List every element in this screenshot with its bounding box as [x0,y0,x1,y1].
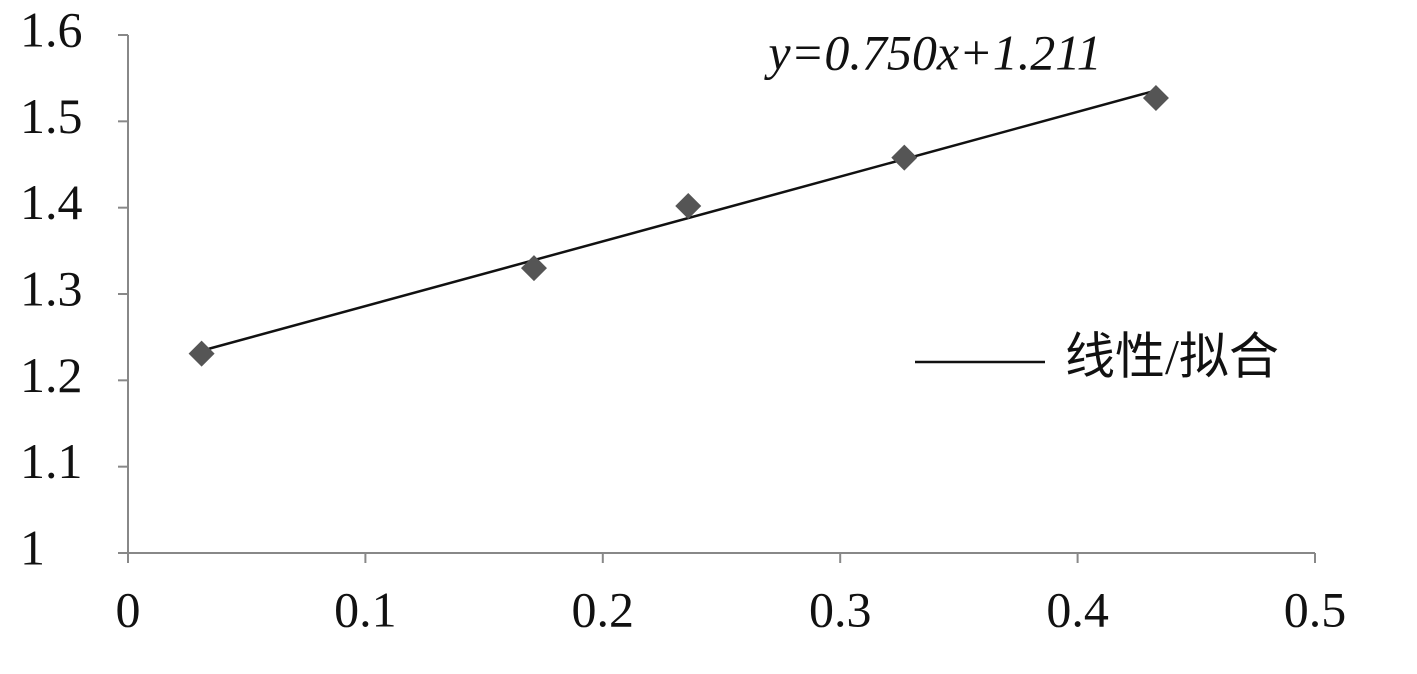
legend-label: 线性/拟合 [1065,328,1279,384]
x-tick-label: 0.4 [1046,581,1109,637]
trendline-equation: y=0.750x+1.211 [763,24,1101,80]
data-point [188,340,215,367]
y-tick-label: 1.1 [20,433,83,489]
trendline [201,89,1157,352]
y-tick-label: 1 [20,519,45,575]
x-tick-label: 0.1 [334,581,397,637]
y-tick-label: 1.4 [20,174,83,230]
y-tick-label: 1.3 [20,260,83,316]
x-tick-label: 0 [116,581,141,637]
x-tick-label: 0.3 [809,581,872,637]
data-point [520,255,547,282]
x-tick-label: 0.5 [1284,581,1347,637]
x-tick-label: 0.2 [572,581,635,637]
y-tick-label: 1.5 [20,88,83,144]
y-tick-label: 1.2 [20,347,83,403]
data-point [675,192,702,219]
data-point [1142,85,1169,112]
y-tick-label: 1.6 [20,1,83,57]
data-point [891,144,918,171]
